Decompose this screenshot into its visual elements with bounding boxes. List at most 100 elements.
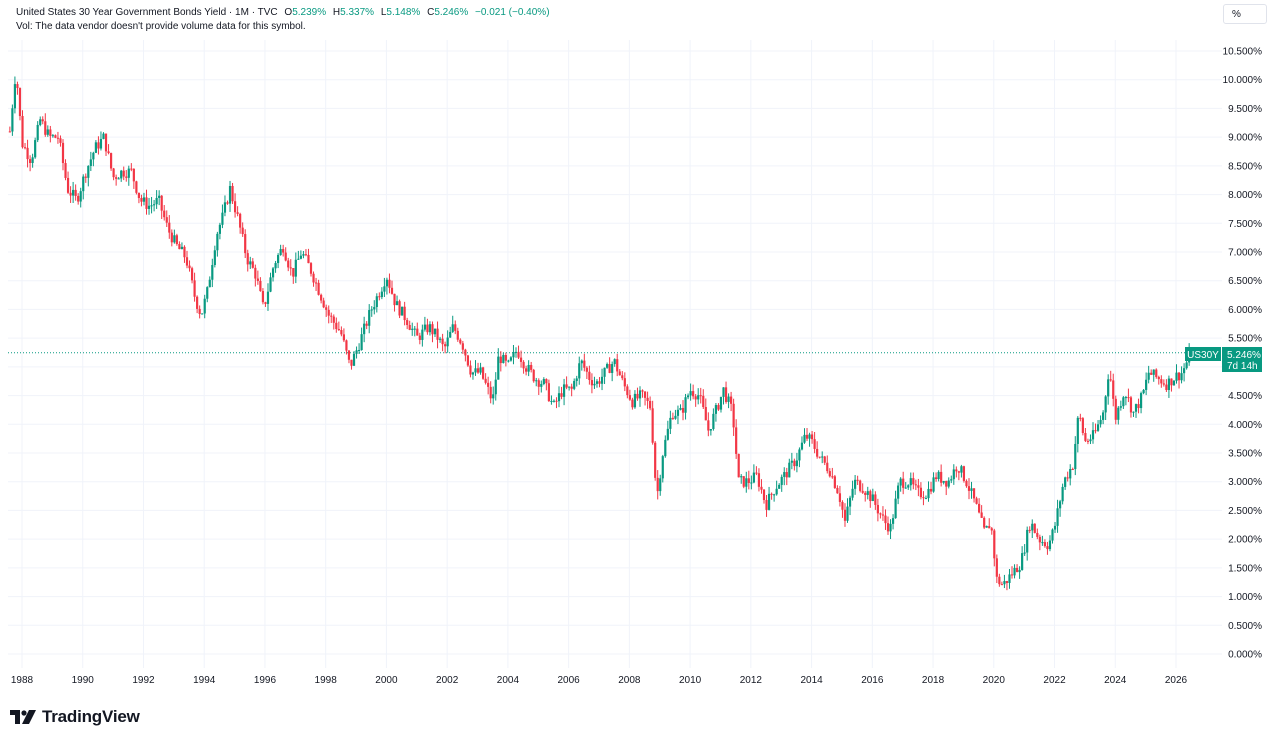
candle-body <box>185 257 189 266</box>
x-tick-label: 2004 <box>497 675 520 686</box>
candle-body <box>168 222 171 233</box>
x-tick-label: 2018 <box>922 675 945 686</box>
y-tick-label: 3.000% <box>1228 477 1262 488</box>
candle-body <box>1157 376 1160 380</box>
candle-body <box>1015 567 1019 573</box>
candle-body <box>654 442 657 478</box>
candle-body <box>226 202 229 204</box>
time-axis[interactable]: 1988 1990 1992 1994 1996 1998 2000 2002 2004 2006… <box>11 675 1188 686</box>
candle-body <box>322 300 325 308</box>
candle-body <box>355 350 358 354</box>
candle-body <box>401 306 404 316</box>
candle-body <box>1038 536 1041 543</box>
candle-body <box>21 116 24 148</box>
candle-body <box>1134 404 1138 412</box>
y-tick-label: 7.000% <box>1228 248 1262 259</box>
candle-body <box>8 131 11 133</box>
candle-body <box>292 268 295 277</box>
candle-body <box>1099 419 1102 425</box>
candle-body <box>117 178 120 180</box>
candle-body <box>231 185 234 202</box>
x-tick-label: 2008 <box>618 675 641 686</box>
candle-body <box>309 263 313 274</box>
candle-body <box>828 471 831 477</box>
candle-body <box>256 278 259 281</box>
candle-body <box>494 379 497 395</box>
candle-body <box>798 449 801 461</box>
low-value: 5.148% <box>386 7 421 18</box>
candle-body <box>36 124 39 141</box>
candle-body <box>562 384 566 397</box>
candle-body <box>393 293 396 306</box>
candle-body <box>932 477 935 492</box>
candle-body <box>251 261 254 268</box>
candle-body <box>826 462 829 472</box>
tradingview-logo[interactable]: TradingView <box>10 706 140 728</box>
candle-body <box>284 252 287 261</box>
candle-body <box>56 137 60 139</box>
candle-body <box>39 119 42 125</box>
candle-body <box>266 291 270 304</box>
candle-body <box>737 453 740 478</box>
candle-body <box>203 298 206 314</box>
candle-body <box>762 489 766 501</box>
candle-body <box>289 267 292 269</box>
candle-body <box>899 478 902 486</box>
candle-body <box>120 170 123 179</box>
candle-body <box>112 168 115 178</box>
candle-body <box>957 471 960 473</box>
candle-body <box>1028 529 1031 531</box>
candle-body <box>697 395 700 400</box>
candle-body <box>459 339 462 344</box>
candle-body <box>357 349 361 351</box>
candle-body <box>552 400 556 402</box>
candle-body <box>1112 380 1115 399</box>
candle-body <box>810 434 814 440</box>
price-badge: US30Y 5.246% 7d 14h <box>1185 347 1262 372</box>
candle-body <box>325 307 328 310</box>
candle-body <box>259 280 262 292</box>
candle-body <box>145 197 148 209</box>
candle-body <box>649 400 652 409</box>
candle-body <box>135 181 138 193</box>
candle-body <box>375 296 378 308</box>
candle-body <box>679 408 682 410</box>
candle-body <box>1023 552 1026 554</box>
unit-toggle-button[interactable]: % <box>1223 4 1267 24</box>
candle-body <box>246 253 249 265</box>
candle-body <box>712 413 715 430</box>
candle-body <box>74 189 77 196</box>
candle-body <box>628 395 631 400</box>
y-tick-label: 9.500% <box>1228 104 1262 115</box>
candle-body <box>605 364 609 368</box>
close-value: 5.246% <box>434 7 469 18</box>
candle-body <box>155 197 158 205</box>
x-tick-label: 2010 <box>679 675 702 686</box>
candle-body <box>1066 477 1069 479</box>
candle-body <box>886 523 890 532</box>
candle-body <box>307 254 310 264</box>
candle-body <box>732 403 735 428</box>
symbol-row[interactable]: United States 30 Year Government Bonds Y… <box>16 6 550 20</box>
candle-body <box>869 491 872 502</box>
price-axis[interactable]: 0.000% 0.500% 1.000% 1.500% 2.000% 2.500% 3.00… <box>1223 47 1263 661</box>
candle-body <box>97 142 100 149</box>
candle-body <box>836 487 839 494</box>
candle-body <box>1147 372 1150 380</box>
candle-body <box>659 478 662 492</box>
candle-body <box>299 255 302 259</box>
symbol-title[interactable]: United States 30 Year Government Bonds Y… <box>16 7 278 18</box>
candle-body <box>633 393 637 408</box>
candle-body <box>891 518 895 524</box>
x-tick-label: 2012 <box>740 675 763 686</box>
x-tick-label: 1992 <box>132 675 155 686</box>
candle-body <box>11 108 14 132</box>
candle-body <box>312 273 315 283</box>
candle-body <box>201 313 204 315</box>
candle-body <box>752 472 755 483</box>
candle-body <box>914 484 917 486</box>
candle-body <box>545 379 548 384</box>
candle-body <box>514 351 518 353</box>
candle-body <box>871 494 874 502</box>
